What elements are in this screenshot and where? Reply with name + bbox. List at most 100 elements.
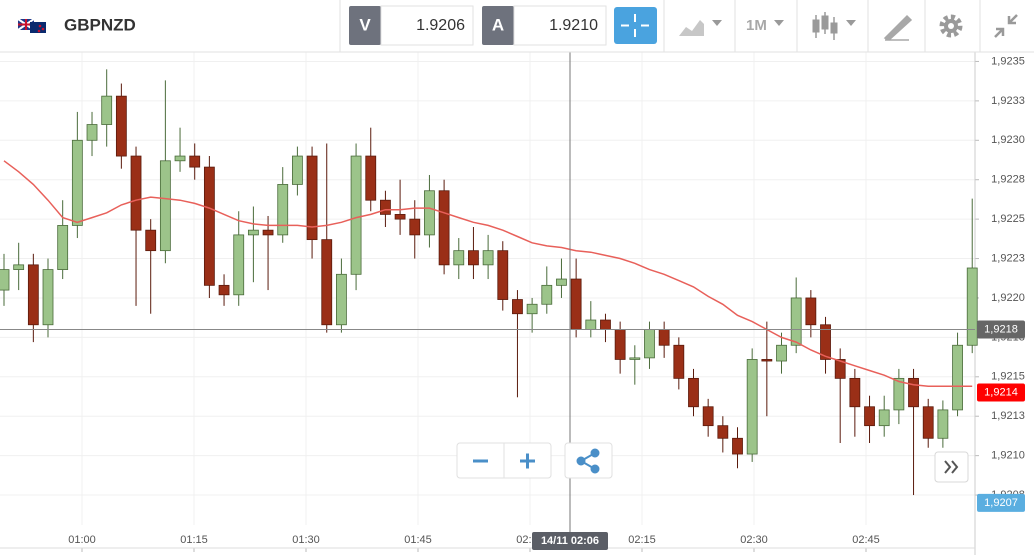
- symbol: GBPNZD: [64, 15, 136, 34]
- candle-body: [57, 225, 69, 270]
- candle-body: [115, 95, 127, 157]
- y-tick-label: 1,9223: [991, 252, 1025, 264]
- bid-button[interactable]: [349, 6, 381, 45]
- dropdown-arrow: [774, 20, 784, 26]
- candle-body: [247, 229, 259, 236]
- candle-body: [394, 213, 406, 220]
- candle-body: [438, 190, 450, 266]
- y-tick-label: 1,9213: [991, 410, 1025, 422]
- draw-icon[interactable]: [883, 14, 913, 41]
- zoom-controls: [456, 442, 969, 483]
- dropdown-arrow: [846, 20, 856, 26]
- candle-body: [42, 269, 54, 326]
- candle-body: [673, 344, 685, 379]
- candle-body: [409, 218, 421, 236]
- x-tick-label: 01:15: [180, 534, 208, 546]
- candle-body: [790, 297, 802, 346]
- y-tick-label: 1,9210: [991, 450, 1025, 462]
- candle-body: [218, 284, 230, 296]
- candle-body: [878, 409, 890, 427]
- price-tag: [977, 383, 1025, 402]
- moving-average: [3, 160, 973, 388]
- candle-body: [952, 344, 963, 411]
- candle-body: [203, 166, 215, 286]
- y-tick-label: 1,9235: [991, 55, 1025, 67]
- ask-box: [513, 5, 607, 46]
- candle-body: [746, 359, 758, 455]
- candle-body: [629, 357, 641, 360]
- candle-body: [365, 155, 377, 201]
- candle-body: [27, 264, 39, 326]
- candle-body: [306, 155, 318, 241]
- candle-body: [86, 124, 98, 141]
- scroll-right-icon: [944, 460, 959, 474]
- candle-body: [71, 139, 83, 226]
- ask-price: 1.9210: [549, 17, 598, 34]
- chart-type-icon[interactable]: [679, 20, 704, 36]
- candle-body: [380, 199, 391, 215]
- toolbar: GBPNZD V 1.9206 A 1.9210 1M: [0, 0, 1034, 53]
- crosshair-time-label: 14/11 02:06: [541, 535, 599, 547]
- candle-body: [159, 160, 171, 252]
- x-tick-label: 01:30: [292, 534, 320, 546]
- candle-body: [893, 377, 905, 411]
- x-tick-label: 01:45: [404, 534, 432, 546]
- crosshair-time-box: [532, 532, 608, 550]
- candle-body: [585, 319, 597, 330]
- settings-icon[interactable]: [939, 14, 963, 38]
- candle-body: [189, 155, 201, 168]
- candle-body: [101, 95, 113, 125]
- zoom-in-button[interactable]: [520, 453, 535, 469]
- candle-body: [688, 377, 699, 408]
- y-tick-label: 1,9230: [991, 134, 1025, 146]
- price-tag-label: 1,9218: [984, 323, 1018, 335]
- candle-body: [0, 269, 10, 291]
- candle-body: [732, 437, 743, 455]
- candle-body: [834, 359, 846, 379]
- candle-body: [336, 273, 347, 326]
- collapse-icon[interactable]: [994, 14, 1018, 38]
- candle-body: [922, 406, 934, 439]
- price-tag: [977, 320, 1025, 339]
- candle-body: [262, 229, 274, 236]
- candle-body: [321, 239, 333, 326]
- flag-icon: [17, 18, 46, 33]
- candle-body: [805, 297, 817, 326]
- price-tag: [977, 493, 1025, 512]
- timeframe[interactable]: 1M: [746, 17, 767, 34]
- candle-body: [512, 299, 523, 315]
- x-tick-label: 02:15: [628, 534, 656, 546]
- candle-body: [497, 250, 509, 300]
- x-tick-label: 02:30: [740, 534, 768, 546]
- candle-body: [761, 359, 773, 362]
- scroll-right-button[interactable]: [934, 451, 969, 483]
- crosshair-icon: [621, 14, 649, 37]
- candle-body: [570, 278, 582, 330]
- candle-body: [13, 264, 25, 270]
- candle-body: [600, 319, 611, 330]
- candle-body: [453, 250, 465, 266]
- candle-body: [702, 406, 714, 427]
- candle-body: [233, 234, 245, 296]
- share-icon: [576, 448, 600, 474]
- candle-body: [424, 190, 435, 236]
- x-tick-label: 02:45: [852, 534, 880, 546]
- crosshair-button[interactable]: [614, 7, 657, 44]
- share-button[interactable]: [564, 442, 613, 479]
- candle-body: [658, 329, 670, 346]
- ask-button[interactable]: [482, 6, 514, 45]
- candle-body: [130, 155, 142, 231]
- candle-body: [966, 267, 978, 346]
- candle-icon[interactable]: [812, 12, 838, 40]
- bid-label: V: [359, 15, 371, 34]
- candle-body: [864, 406, 875, 427]
- plot-area: 1,9235 1,9233 1,9230 1,9228 1,9225 1,9223 1,92…: [0, 52, 1025, 555]
- price-tag-label: 1,9214: [984, 386, 1018, 398]
- candle-body: [908, 377, 919, 408]
- candle-body: [776, 344, 787, 362]
- bid-box: [380, 5, 474, 46]
- bid-price: 1.9206: [416, 17, 465, 34]
- candle-body: [556, 278, 567, 286]
- candle-body: [145, 229, 157, 252]
